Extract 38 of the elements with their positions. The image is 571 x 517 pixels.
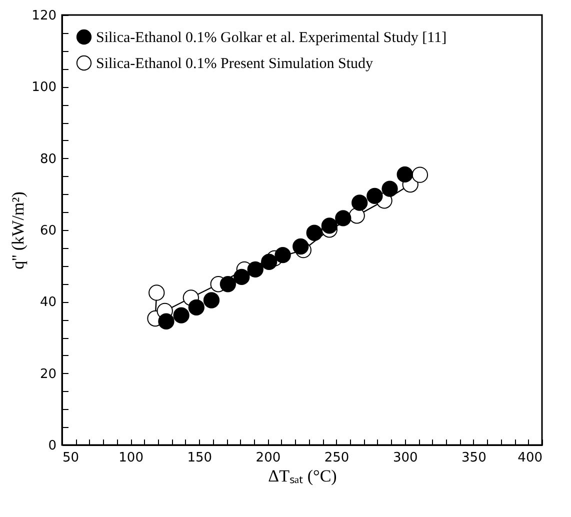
y-tick-label: 100 <box>32 80 56 96</box>
x-tick-label: 100 <box>118 450 144 466</box>
point <box>203 292 220 308</box>
point <box>352 194 368 211</box>
point <box>188 299 204 316</box>
y-tick-label: 40 <box>40 295 56 310</box>
x-tick-label: 50 <box>62 450 80 466</box>
y-tick-label: 80 <box>40 152 56 167</box>
y-axis-title: q'' (kW/m²) <box>8 192 28 270</box>
point <box>220 276 236 292</box>
point <box>412 166 428 183</box>
point <box>366 188 383 204</box>
point <box>261 254 278 270</box>
point <box>335 210 352 226</box>
point <box>306 224 322 241</box>
legend-label: Silica-Ethanol 0.1% Present Simulation Study <box>96 56 374 72</box>
y-tick-label: 20 <box>40 366 56 382</box>
x-tick-label: 250 <box>324 450 350 466</box>
point <box>234 268 250 286</box>
y-tick-label: 120 <box>32 8 56 24</box>
point <box>247 261 264 278</box>
y-tick-label: 0 <box>48 438 56 454</box>
x-axis-title: ΔTₛₐₜ (°C) <box>268 466 337 486</box>
point <box>292 238 309 255</box>
x-tick-label: 350 <box>462 450 486 466</box>
point <box>148 284 165 301</box>
point <box>382 180 398 197</box>
point <box>173 307 190 324</box>
point <box>274 247 291 264</box>
x-tick-label: 200 <box>256 450 281 466</box>
point <box>158 313 174 330</box>
x-tick-label: 400 <box>518 450 542 466</box>
x-tick-label: 150 <box>187 450 212 466</box>
legend-label: Silica-Ethanol 0.1% Golkar et al. Experimental Study [11] <box>96 30 447 46</box>
y-tick-label: 60 <box>40 224 56 238</box>
point <box>396 166 413 183</box>
x-tick-label: 300 <box>392 450 418 466</box>
point <box>321 218 338 234</box>
